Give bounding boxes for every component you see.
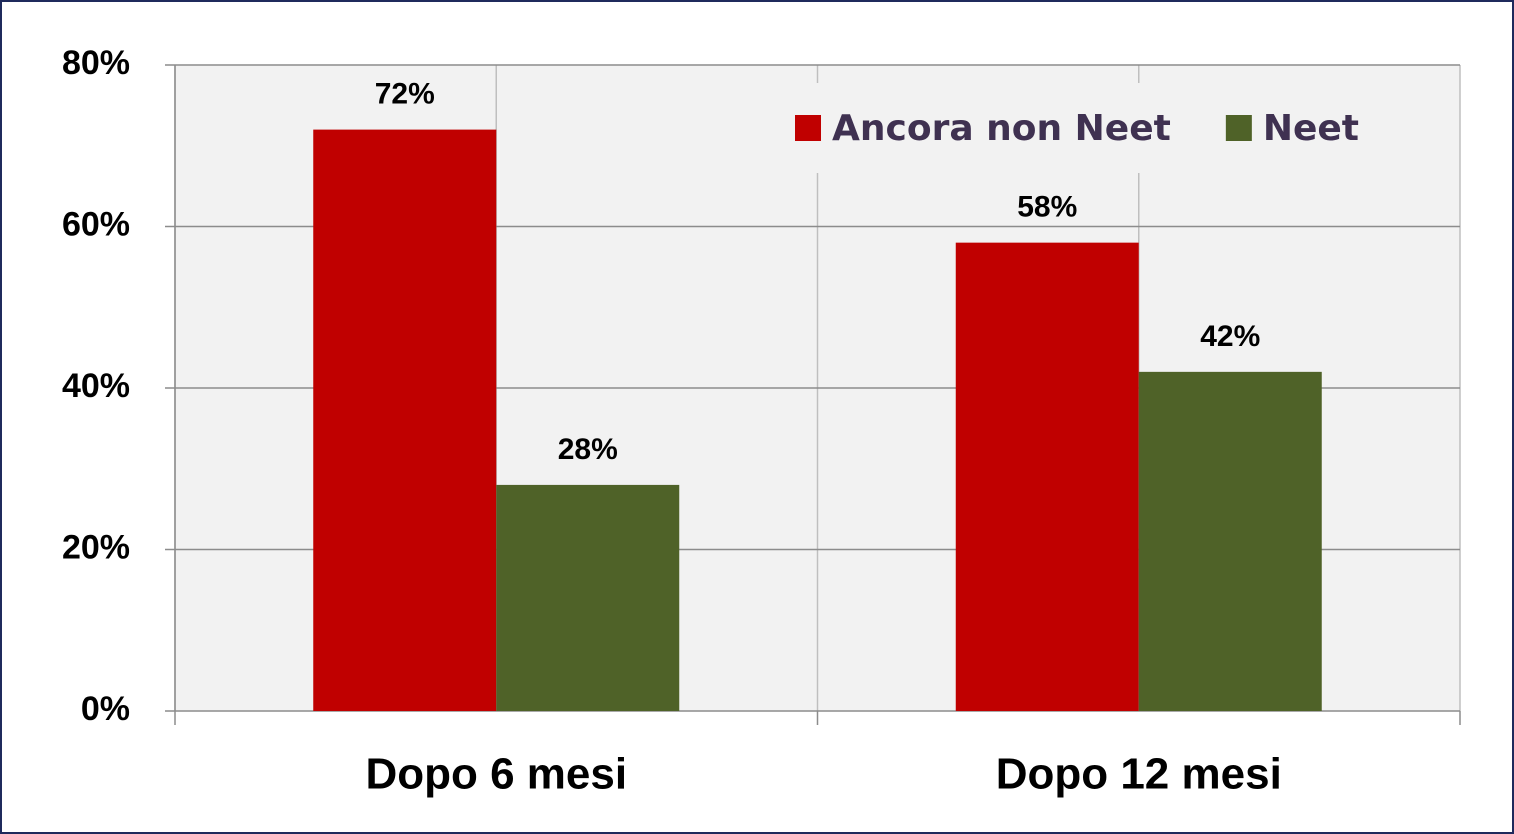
legend-box: [785, 83, 1375, 173]
y-tick-label: 80%: [62, 44, 130, 82]
y-tick-label: 20%: [62, 528, 130, 566]
value-label: 42%: [1200, 320, 1260, 353]
legend-label: Ancora non Neet: [832, 108, 1171, 149]
bar: [955, 242, 1139, 711]
value-label: 72%: [375, 78, 435, 111]
x-tick-label: Dopo 6 mesi: [365, 750, 627, 799]
bar: [313, 129, 497, 712]
y-tick-label: 40%: [62, 367, 130, 405]
legend-swatch: [1225, 115, 1252, 141]
y-tick-label: 0%: [81, 690, 130, 728]
value-label: 58%: [1017, 191, 1077, 224]
bar: [496, 484, 680, 711]
x-tick-label: Dopo 12 mesi: [996, 750, 1282, 799]
y-tick-label: 60%: [62, 205, 130, 243]
bar: [1138, 371, 1322, 711]
legend-label: Neet: [1263, 108, 1359, 149]
legend-swatch: [795, 115, 821, 141]
value-label: 28%: [558, 433, 618, 466]
